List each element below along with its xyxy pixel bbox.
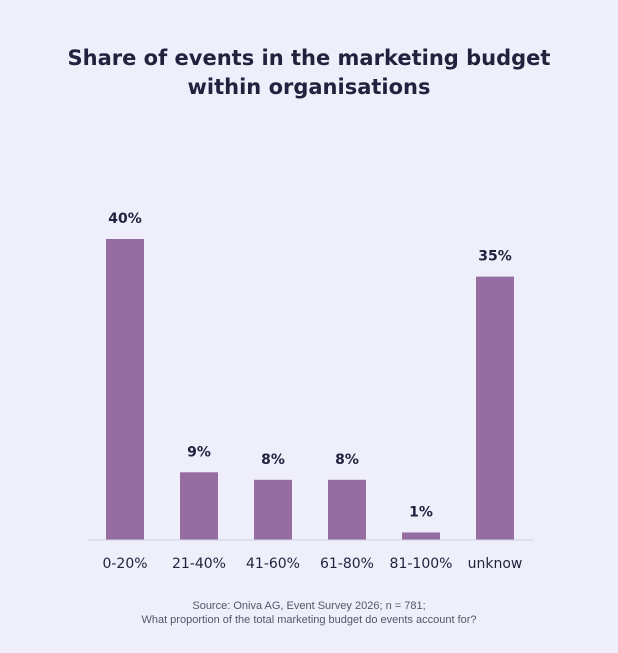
bar-61-80 bbox=[328, 479, 366, 540]
value-label-41-60: 8% bbox=[261, 452, 285, 468]
x-tick-labels-group: 0-20% 21-40% 41-60% 61-80% 81-100% unknow bbox=[102, 556, 522, 572]
x-tick-label-61-80: 61-80% bbox=[320, 556, 374, 572]
chart-title-line-2: within organisations bbox=[187, 75, 431, 99]
value-label-unknow: 35% bbox=[478, 249, 512, 265]
value-label-0-20: 40% bbox=[108, 211, 142, 227]
x-tick-label-41-60: 41-60% bbox=[246, 556, 300, 572]
chart-title: Share of events in the marketing budget … bbox=[0, 44, 618, 102]
bar-0-20 bbox=[106, 239, 144, 540]
value-label-61-80: 8% bbox=[335, 452, 359, 468]
bar-81-100 bbox=[402, 532, 440, 540]
x-tick-label-21-40: 21-40% bbox=[172, 556, 226, 572]
question-line: What proportion of the total marketing b… bbox=[141, 614, 477, 626]
value-labels-group: 40% 9% 8% 8% 1% 35% bbox=[108, 211, 512, 520]
bars-group bbox=[106, 239, 514, 540]
bar-41-60 bbox=[254, 479, 292, 540]
x-tick-label-unknow: unknow bbox=[468, 556, 523, 572]
source-note: Source: Oniva AG, Event Survey 2026; n =… bbox=[0, 599, 618, 627]
chart-title-line-1: Share of events in the marketing budget bbox=[67, 46, 551, 70]
source-line: Source: Oniva AG, Event Survey 2026; n =… bbox=[192, 600, 426, 612]
x-tick-label-0-20: 0-20% bbox=[102, 556, 147, 572]
value-label-21-40: 9% bbox=[187, 444, 211, 460]
bar-unknow bbox=[476, 276, 514, 540]
bar-21-40 bbox=[180, 472, 218, 540]
value-label-81-100: 1% bbox=[409, 504, 433, 520]
x-tick-label-81-100: 81-100% bbox=[390, 556, 453, 572]
